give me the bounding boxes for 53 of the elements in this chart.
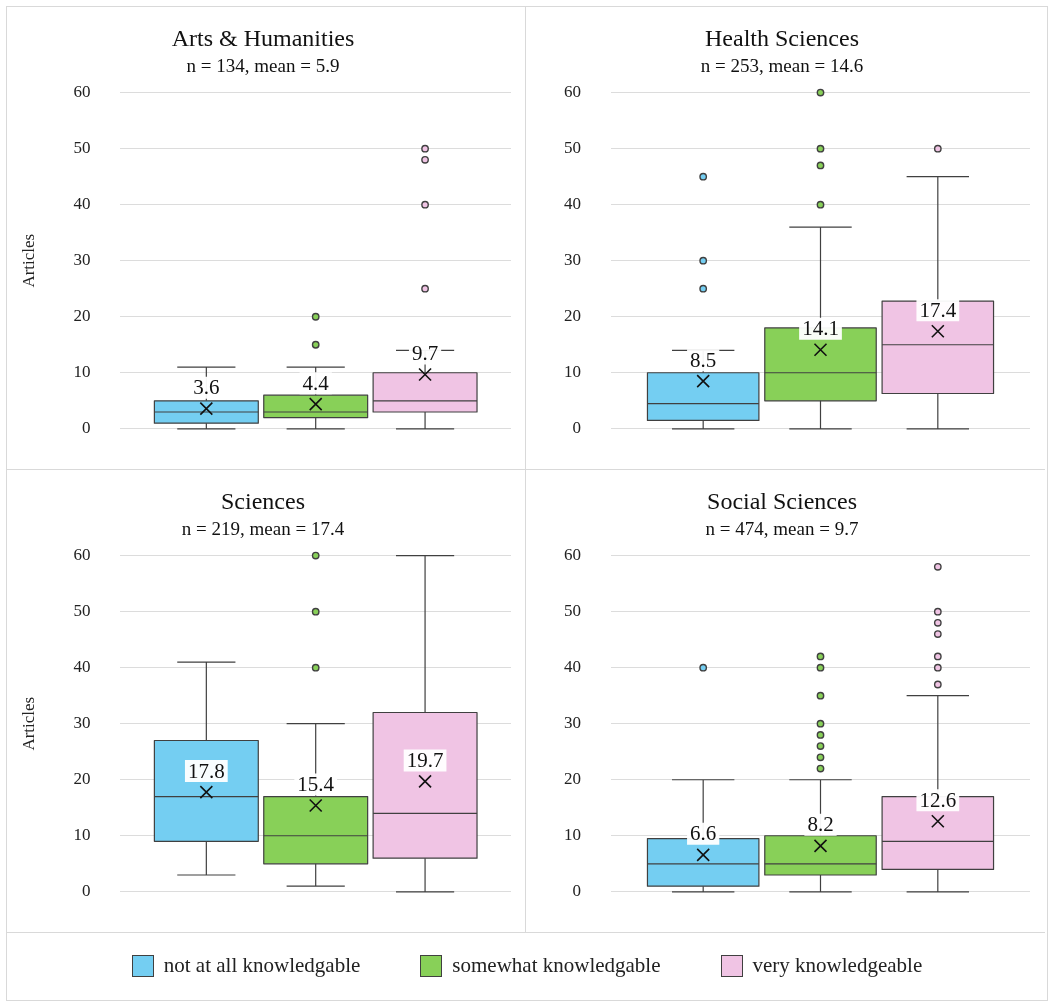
y-tick-label: 40	[564, 194, 581, 214]
legend-label: somewhat knowledgable	[452, 953, 661, 978]
y-tick-label: 50	[73, 601, 91, 621]
y-tick-label: 30	[73, 250, 91, 270]
text: 15.4	[297, 772, 335, 797]
text: 3.6	[193, 375, 220, 400]
y-tick-label: 10	[564, 825, 581, 845]
text: 17.8	[187, 758, 225, 783]
text: 14.1	[802, 316, 839, 341]
text: 4.4	[302, 370, 329, 395]
y-axis-title: Articles	[18, 233, 38, 288]
y-tick-label: 40	[73, 194, 91, 214]
y-tick-label: 50	[564, 138, 581, 158]
y-tick-label: 60	[564, 545, 581, 565]
y-tick-label: 10	[564, 362, 581, 382]
text: 8.5	[690, 347, 717, 372]
y-tick-label: 30	[73, 713, 91, 733]
chart-subtitle: n = 253, mean = 14.6	[700, 55, 864, 77]
y-tick-label: 50	[564, 601, 581, 621]
y-tick-label: 40	[564, 657, 581, 677]
chart-title: Arts & Humanities	[171, 24, 355, 51]
chart-subtitle: n = 219, mean = 17.4	[181, 518, 345, 540]
y-tick-label: 20	[73, 306, 91, 326]
y-tick-label: 40	[73, 657, 91, 677]
chart-title: Social Sciences	[707, 487, 857, 514]
chart-title: Sciences	[221, 487, 305, 514]
y-tick-label: 0	[81, 881, 91, 901]
chart-title: Health Sciences	[705, 24, 859, 51]
text: 8.2	[807, 812, 834, 837]
y-tick-label: 50	[73, 138, 91, 158]
y-tick-label: 60	[564, 82, 581, 102]
y-tick-label: 0	[572, 418, 581, 438]
y-tick-label: 10	[73, 362, 91, 382]
chart-subtitle: n = 134, mean = 5.9	[186, 55, 340, 77]
y-tick-label: 20	[564, 769, 581, 789]
y-tick-label: 60	[73, 82, 91, 102]
text: 6.6	[690, 821, 717, 846]
y-tick-label: 60	[73, 545, 91, 565]
legend-label: not at all knowledgable	[163, 953, 361, 978]
y-tick-label: 30	[564, 250, 581, 270]
chart-subtitle: n = 474, mean = 9.7	[705, 518, 859, 540]
y-tick-label: 0	[81, 418, 91, 438]
text: 17.4	[919, 297, 957, 322]
text: 12.6	[919, 787, 957, 812]
text: 9.7	[411, 340, 439, 365]
y-tick-label: 20	[564, 306, 581, 326]
legend-label: very knowledgeable	[752, 953, 923, 978]
y-tick-label: 20	[73, 769, 91, 789]
text: 19.7	[406, 747, 444, 772]
y-tick-label: 30	[564, 713, 581, 733]
y-tick-label: 10	[73, 825, 91, 845]
y-tick-label: 0	[572, 881, 581, 901]
y-axis-title: Articles	[18, 696, 38, 751]
